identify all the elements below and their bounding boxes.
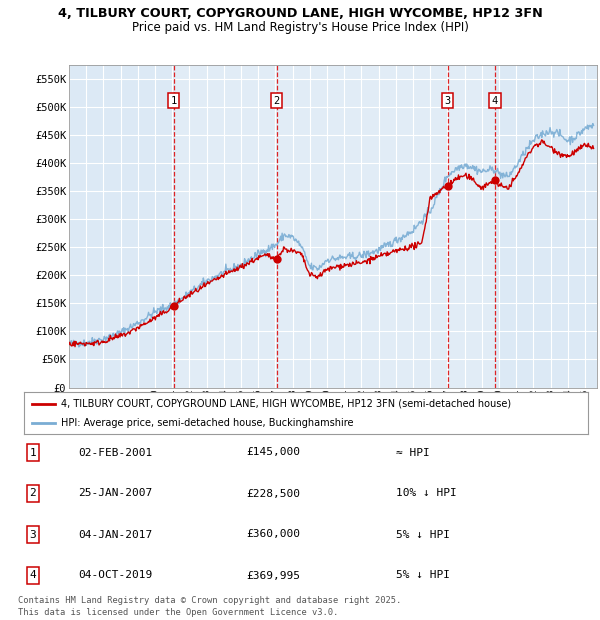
Text: 2: 2 xyxy=(274,95,280,105)
Text: 1: 1 xyxy=(170,95,177,105)
Text: 02-FEB-2001: 02-FEB-2001 xyxy=(78,448,152,458)
Text: 3: 3 xyxy=(29,529,37,539)
Text: £145,000: £145,000 xyxy=(246,448,300,458)
Text: Contains HM Land Registry data © Crown copyright and database right 2025.: Contains HM Land Registry data © Crown c… xyxy=(18,596,401,606)
Text: £369,995: £369,995 xyxy=(246,570,300,580)
Text: ≈ HPI: ≈ HPI xyxy=(396,448,430,458)
Text: £360,000: £360,000 xyxy=(246,529,300,539)
Text: 3: 3 xyxy=(445,95,451,105)
Text: £228,500: £228,500 xyxy=(246,489,300,498)
Text: 4: 4 xyxy=(29,570,37,580)
Text: 5% ↓ HPI: 5% ↓ HPI xyxy=(396,529,450,539)
Text: 4, TILBURY COURT, COPYGROUND LANE, HIGH WYCOMBE, HP12 3FN: 4, TILBURY COURT, COPYGROUND LANE, HIGH … xyxy=(58,7,542,20)
Text: 2: 2 xyxy=(29,489,37,498)
Text: 04-OCT-2019: 04-OCT-2019 xyxy=(78,570,152,580)
Bar xyxy=(174,65,495,388)
Text: 04-JAN-2017: 04-JAN-2017 xyxy=(78,529,152,539)
Text: This data is licensed under the Open Government Licence v3.0.: This data is licensed under the Open Gov… xyxy=(18,608,338,617)
Text: 25-JAN-2007: 25-JAN-2007 xyxy=(78,489,152,498)
Text: 4: 4 xyxy=(492,95,498,105)
Text: HPI: Average price, semi-detached house, Buckinghamshire: HPI: Average price, semi-detached house,… xyxy=(61,418,353,428)
Text: 1: 1 xyxy=(29,448,37,458)
Text: Price paid vs. HM Land Registry's House Price Index (HPI): Price paid vs. HM Land Registry's House … xyxy=(131,21,469,34)
Text: 5% ↓ HPI: 5% ↓ HPI xyxy=(396,570,450,580)
Text: 4, TILBURY COURT, COPYGROUND LANE, HIGH WYCOMBE, HP12 3FN (semi-detached house): 4, TILBURY COURT, COPYGROUND LANE, HIGH … xyxy=(61,399,511,409)
Text: 10% ↓ HPI: 10% ↓ HPI xyxy=(396,489,457,498)
